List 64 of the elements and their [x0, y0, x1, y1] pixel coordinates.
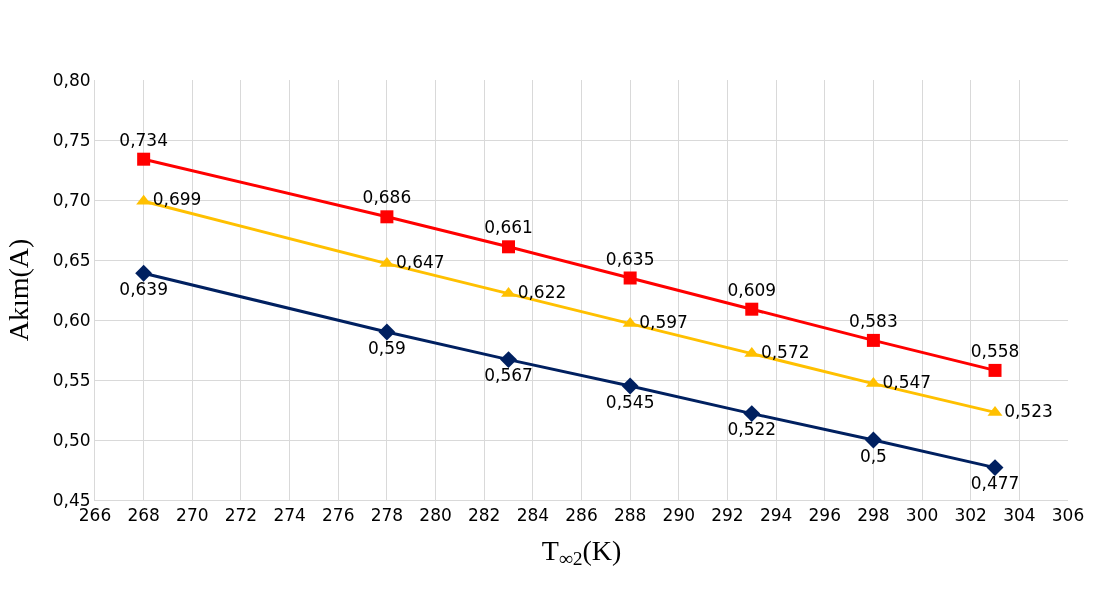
point — [378, 323, 396, 341]
x-tick-label: 304 — [1003, 505, 1036, 526]
y-tick-label: 0,70 — [52, 189, 91, 210]
data-label: 0,558 — [970, 341, 1020, 362]
x-tick-label: 272 — [224, 505, 258, 526]
y-tick-label: 0,65 — [52, 249, 91, 270]
y-tick-label: 0,50 — [52, 429, 91, 450]
x-tick-label: 296 — [808, 505, 841, 526]
data-label: 0,567 — [484, 365, 533, 386]
x-tick-label: 306 — [1051, 505, 1085, 526]
y-tick-label: 0,55 — [52, 369, 91, 390]
x-tick-label: 294 — [759, 505, 793, 526]
point — [988, 363, 1002, 377]
y-tick-label: 0,75 — [52, 129, 91, 150]
data-label: 0,5 — [859, 445, 887, 466]
point — [623, 271, 637, 285]
data-label: 0,477 — [970, 473, 1020, 494]
data-label: 0,647 — [396, 251, 445, 272]
x-tick-label: 290 — [662, 505, 696, 526]
y-axis-title: Akım(A) — [3, 238, 35, 342]
x-tick-label: 274 — [273, 505, 306, 526]
data-label: 0,523 — [1004, 400, 1053, 421]
x-tick-label: 284 — [516, 505, 550, 526]
point — [745, 302, 759, 316]
x-tick-label: 268 — [127, 505, 160, 526]
y-tick-label: 0,80 — [52, 69, 91, 90]
point — [743, 405, 761, 423]
data-label: 0,572 — [760, 341, 810, 362]
point — [380, 210, 394, 224]
data-label: 0,734 — [119, 129, 168, 150]
x-tick-label: 300 — [905, 505, 939, 526]
point — [986, 459, 1004, 477]
point — [866, 333, 880, 347]
point — [135, 264, 153, 282]
data-label: 0,661 — [484, 217, 533, 238]
point — [500, 351, 517, 369]
data-label: 0,609 — [727, 279, 777, 300]
x-tick-label: 286 — [565, 505, 598, 526]
x-axis-title: T$_{∞2}$(K) — [541, 534, 622, 570]
data-label: 0,622 — [517, 281, 567, 302]
x-tick-label: 298 — [857, 505, 890, 526]
x-tick-label: 302 — [954, 505, 987, 526]
data-label: 0,522 — [727, 419, 777, 440]
data-label: 0,635 — [605, 248, 655, 269]
x-tick-label: 292 — [711, 505, 744, 526]
x-tick-label: 278 — [370, 505, 404, 526]
data-label: 0,545 — [605, 391, 655, 412]
x-tick-label: 270 — [176, 505, 209, 526]
point — [137, 152, 151, 166]
x-tick-label: 280 — [419, 505, 452, 526]
x-tick-label: 288 — [613, 505, 647, 526]
point — [621, 377, 639, 395]
y-tick-label: 0,60 — [52, 309, 91, 330]
data-label: 0,597 — [639, 311, 688, 332]
data-label: 0,583 — [849, 311, 898, 332]
data-label: 0,686 — [362, 187, 412, 208]
point — [864, 431, 882, 449]
point — [502, 240, 516, 254]
data-label: 0,699 — [152, 189, 202, 210]
data-label: 0,639 — [119, 279, 168, 300]
data-label: 0,547 — [882, 371, 932, 392]
x-tick-label: 276 — [322, 505, 355, 526]
x-tick-label: 282 — [467, 505, 501, 526]
data-label: 0,59 — [367, 337, 406, 358]
